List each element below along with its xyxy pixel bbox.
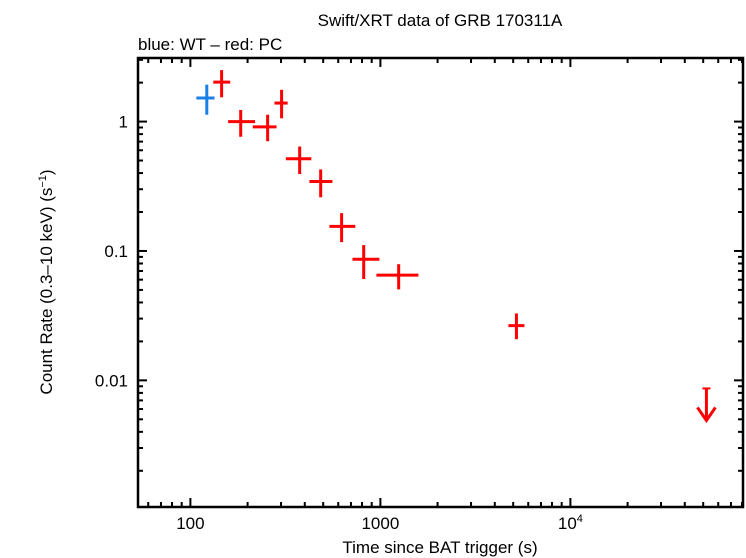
x-tick-label-text: 10 <box>558 514 577 533</box>
x-tick-label-text: 1000 <box>361 514 399 533</box>
data-point-pc <box>309 169 333 198</box>
axis-ticks: 100 1000 104 1 0.1 0.01 <box>95 58 743 533</box>
chart-subtitle: blue: WT – red: PC <box>138 35 282 54</box>
y-tick-label: 0.1 <box>104 242 128 261</box>
upper-limit-arrow <box>696 387 717 424</box>
data-point-pc <box>274 89 288 119</box>
y-axis-label-end: ) <box>37 169 56 175</box>
x-axis-label: Time since BAT trigger (s) <box>342 538 537 557</box>
plot-frame <box>136 56 745 509</box>
y-tick-label: 1 <box>119 113 128 132</box>
data-point-pc <box>329 213 356 243</box>
y-axis-label-sup: −1 <box>37 175 49 188</box>
data-points <box>196 70 717 424</box>
data-point-wt <box>196 84 215 115</box>
data-point-pc <box>376 264 419 290</box>
data-point-pc <box>285 146 312 175</box>
data-point-pc <box>213 70 231 98</box>
x-tick-label-sup: 4 <box>577 513 583 525</box>
arrow-down-icon <box>696 406 717 424</box>
y-axis-label: Count Rate (0.3–10 keV) (s−1) <box>37 169 56 394</box>
data-point-pc <box>252 114 277 142</box>
x-tick-label: 104 <box>558 513 583 533</box>
x-tick-label: 100 <box>176 514 204 533</box>
data-point-pc <box>352 245 380 280</box>
chart-title: Swift/XRT data of GRB 170311A <box>318 11 563 30</box>
x-tick-label: 1000 <box>361 514 399 533</box>
data-point-pc <box>508 313 525 340</box>
y-axis-label-main: Count Rate (0.3–10 keV) (s <box>37 188 56 395</box>
y-tick-label: 0.01 <box>95 371 128 390</box>
x-tick-label-text: 100 <box>176 514 204 533</box>
data-point-pc <box>228 109 256 137</box>
